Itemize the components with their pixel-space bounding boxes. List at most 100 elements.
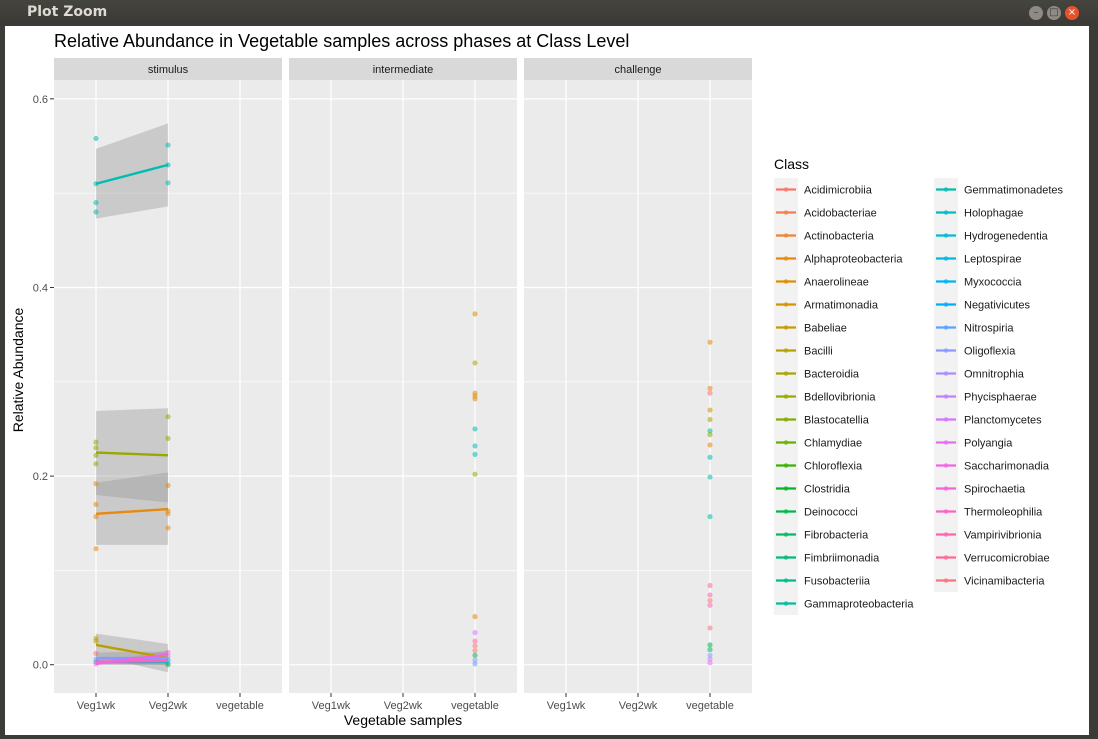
legend-label: Babeliae	[804, 323, 847, 335]
legend-item: Thermoleophilia	[936, 507, 1043, 519]
data-point	[472, 638, 478, 644]
data-point	[165, 511, 171, 517]
data-point	[93, 650, 99, 656]
legend-label: Leptospirae	[964, 254, 1022, 266]
data-point	[472, 661, 478, 667]
legend-item: Vicinamibacteria	[936, 576, 1045, 588]
legend-point	[783, 371, 789, 376]
legend-item: Bdellovibrionia	[776, 392, 876, 404]
minimize-button[interactable]: –	[1029, 6, 1043, 20]
legend-item: Gammaproteobacteria	[776, 599, 914, 611]
legend-label: Phycisphaerae	[964, 392, 1037, 404]
legend-point	[783, 486, 789, 491]
data-point	[707, 514, 713, 520]
legend-point	[943, 509, 949, 514]
data-point	[707, 656, 713, 662]
legend-item: Holophagae	[936, 208, 1023, 220]
data-point	[93, 501, 99, 507]
facet-strip	[524, 58, 752, 80]
legend-title: Class	[774, 156, 809, 172]
legend-label: Fimbriimonadia	[804, 553, 880, 565]
y-axis-label: Relative Abundance	[10, 308, 26, 433]
facet-strip-label: intermediate	[373, 64, 434, 76]
data-point	[707, 428, 713, 434]
minimize-icon: –	[1033, 7, 1039, 18]
legend-point	[783, 394, 789, 399]
close-button[interactable]: ×	[1065, 6, 1079, 20]
legend-point	[783, 555, 789, 560]
legend-item: Anaerolineae	[776, 277, 869, 289]
maximize-icon: □	[1049, 7, 1059, 18]
data-point	[707, 339, 713, 345]
data-point	[93, 461, 99, 467]
y-tick-label: 0.0	[33, 660, 48, 672]
facet-stimulus: stimulus Veg1wk Veg2wk vegetable	[54, 58, 282, 712]
legend-label: Acidobacteriae	[804, 208, 877, 220]
x-tick-label: vegetable	[216, 700, 264, 712]
legend-item: Oligoflexia	[936, 346, 1016, 358]
x-tick-label: Veg1wk	[77, 700, 116, 712]
legend-point	[783, 463, 789, 468]
data-point	[707, 647, 713, 653]
data-point	[707, 474, 713, 480]
data-point	[472, 426, 478, 432]
legend-point	[943, 279, 949, 284]
legend-label: Bacteroidia	[804, 369, 860, 381]
legend-item: Blastocatellia	[776, 415, 870, 427]
trend-line	[95, 653, 169, 665]
legend-point	[943, 440, 949, 445]
legend-label: Blastocatellia	[804, 415, 870, 427]
legend-label: Acidimicrobiia	[804, 185, 873, 197]
legend-point	[783, 210, 789, 215]
legend-label: Deinococci	[804, 507, 858, 519]
legend-label: Myxococcia	[964, 277, 1022, 289]
x-tick-label: vegetable	[451, 700, 499, 712]
data-point	[707, 642, 713, 648]
legend-point	[783, 279, 789, 284]
data-point	[472, 396, 478, 402]
legend-label: Vicinamibacteria	[964, 576, 1045, 588]
legend-point	[943, 187, 949, 192]
legend-point	[783, 348, 789, 353]
legend-label: Vampirivibrionia	[964, 530, 1042, 542]
legend-label: Nitrospiria	[964, 323, 1014, 335]
data-point	[707, 431, 713, 438]
facet-strip	[289, 58, 517, 80]
data-point	[93, 514, 99, 520]
legend-label: Negativicutes	[964, 300, 1031, 312]
legend-label: Oligoflexia	[964, 346, 1016, 358]
legend-label: Bacilli	[804, 346, 833, 358]
maximize-button[interactable]: □	[1047, 6, 1061, 20]
legend-label: Anaerolineae	[804, 277, 869, 289]
legend-point	[943, 302, 949, 307]
legend-point	[943, 348, 949, 353]
facet-strip-label: stimulus	[148, 64, 189, 76]
trend-line	[95, 451, 169, 457]
legend-label: Fibrobacteria	[804, 530, 869, 542]
x-tick-label: Veg2wk	[149, 700, 188, 712]
legend-label: Fusobacteriia	[804, 576, 871, 588]
legend-point	[943, 394, 949, 399]
data-point	[707, 385, 713, 391]
chart-title: Relative Abundance in Vegetable samples …	[54, 31, 629, 51]
legend-item: Acidimicrobiia	[776, 185, 873, 197]
legend-point	[783, 302, 789, 307]
data-point	[707, 652, 713, 658]
plot-canvas: Relative Abundance in Vegetable samples …	[5, 26, 1089, 735]
legend-item: Bacilli	[776, 346, 833, 358]
legend-point	[783, 233, 789, 238]
legend-label: Holophagae	[964, 208, 1023, 220]
window-title: Plot Zoom	[27, 4, 108, 20]
window-titlebar[interactable]: Plot Zoom – □ ×	[0, 0, 1098, 26]
data-point	[93, 439, 99, 445]
legend-item: Vampirivibrionia	[936, 530, 1042, 542]
data-point	[165, 482, 171, 489]
data-point	[707, 454, 713, 460]
legend-item: Chloroflexia	[776, 461, 863, 473]
data-point	[707, 442, 713, 448]
legend-point	[783, 325, 789, 330]
legend-label: Verrucomicrobiae	[964, 553, 1050, 565]
close-icon: ×	[1067, 7, 1077, 18]
legend-item: Hydrogenedentia	[936, 231, 1049, 243]
legend-key-column	[934, 178, 958, 592]
